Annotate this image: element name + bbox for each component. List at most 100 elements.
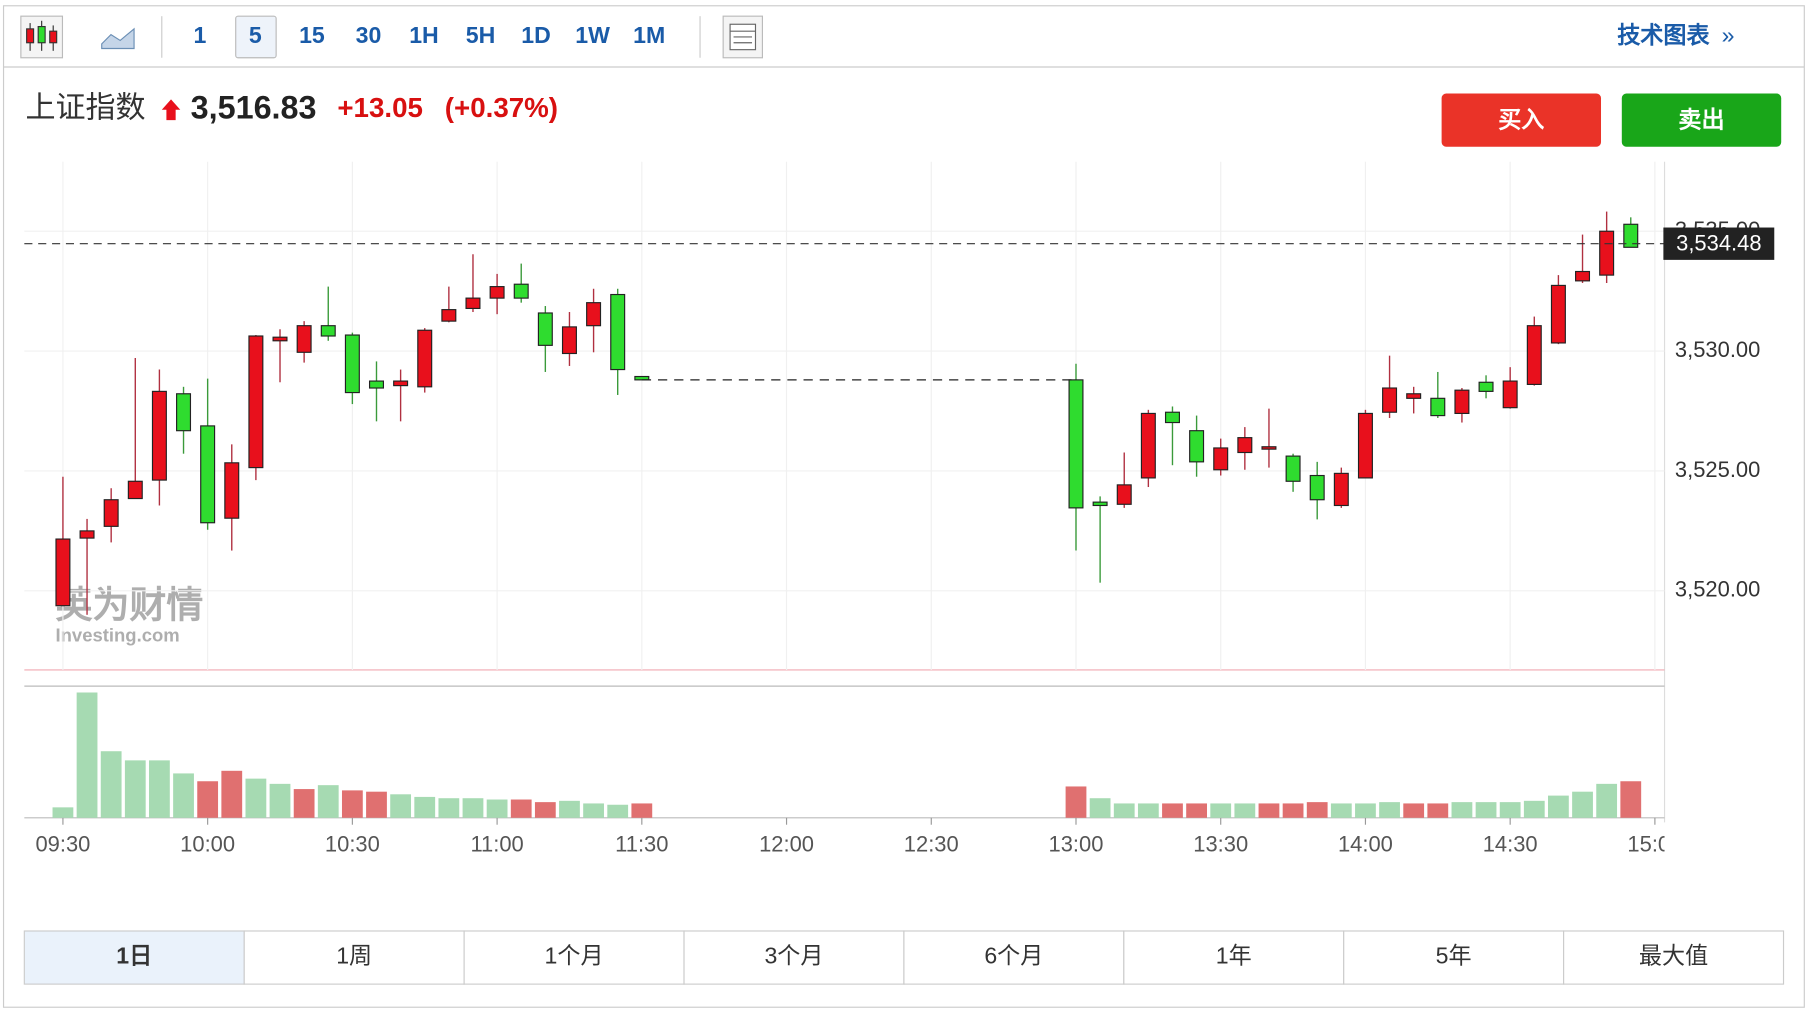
volume-bar: [269, 783, 291, 818]
volume-bar: [317, 785, 339, 818]
candle-body: [1164, 411, 1180, 424]
volume-bar: [1089, 798, 1111, 818]
tech-chart-link[interactable]: 技术图表: [1617, 22, 1710, 48]
candle-body: [1261, 446, 1277, 450]
candle-body: [1406, 393, 1422, 399]
volume-bar: [1451, 802, 1473, 818]
candle-body: [1382, 387, 1398, 413]
period-tab[interactable]: [1343, 930, 1565, 985]
volume-bar: [559, 800, 580, 818]
x-tick-label: 14:30: [1483, 831, 1538, 856]
candle-body: [1213, 447, 1229, 471]
layout-icon[interactable]: [722, 15, 764, 59]
candle-body: [344, 334, 360, 394]
candle-body: [127, 480, 143, 500]
candle-body: [1550, 284, 1566, 344]
buy-button[interactable]: [1441, 93, 1602, 147]
x-tick-label: 14:00: [1338, 831, 1393, 856]
candle-icon[interactable]: [20, 15, 64, 59]
chevron[interactable]: »: [1722, 22, 1735, 48]
period-label[interactable]: 3个月: [764, 943, 823, 969]
interval-button[interactable]: 1H: [409, 22, 439, 48]
interval-button[interactable]: 5H: [466, 22, 496, 48]
sell-label[interactable]: 卖出: [1678, 106, 1724, 132]
x-tick-label: 13:30: [1193, 831, 1248, 856]
period-label[interactable]: 1日: [116, 943, 152, 969]
y-tick-label: 3,525.00: [1675, 457, 1760, 482]
x-tick-label: 15:00: [1627, 831, 1682, 856]
volume-bar: [1499, 802, 1521, 818]
x-tick-label: 10:30: [325, 831, 380, 856]
period-tab[interactable]: [463, 930, 685, 985]
candle-body: [1575, 270, 1591, 282]
candle-body: [1092, 501, 1108, 507]
interval-button[interactable]: 15: [299, 22, 325, 48]
volume-bar: [1113, 803, 1135, 818]
candle-body: [248, 335, 264, 469]
x-tick-label: 11:30: [615, 831, 668, 856]
watermark-en: Investing.com: [56, 624, 180, 645]
candle-body: [1116, 484, 1132, 505]
period-label[interactable]: 1个月: [545, 943, 604, 969]
volume-bar: [1523, 800, 1545, 818]
volume-bar: [1234, 803, 1256, 818]
candle-body: [224, 462, 240, 519]
candle-body: [441, 309, 457, 322]
period-label[interactable]: 6个月: [984, 943, 1043, 969]
candle-body: [417, 329, 433, 388]
volume-bar: [414, 796, 436, 818]
x-tick-label: 11:00: [470, 831, 523, 856]
interval-button[interactable]: 1W: [575, 22, 610, 48]
volume-bar: [1258, 803, 1280, 818]
volume-bar: [173, 773, 194, 818]
candle-body: [1140, 412, 1156, 479]
candle-body: [200, 425, 216, 524]
candle-body: [103, 499, 119, 527]
interval-button[interactable]: 30: [356, 22, 382, 48]
volume-bar: [341, 790, 363, 818]
period-label[interactable]: 1周: [336, 943, 372, 969]
volume-bar: [1065, 786, 1087, 818]
volume-bar: [1330, 803, 1352, 818]
candle-body: [1502, 380, 1518, 409]
interval-button[interactable]: 5: [249, 22, 262, 48]
x-tick-label: 13:00: [1049, 831, 1104, 856]
volume-bar: [486, 799, 508, 818]
period-tab[interactable]: [23, 930, 245, 985]
volume-bar: [149, 760, 170, 818]
candle-body: [1189, 430, 1205, 463]
period-tab[interactable]: [903, 930, 1125, 985]
buy-label[interactable]: 买入: [1498, 106, 1544, 132]
candle-body: [1478, 381, 1494, 392]
candle-body: [1430, 397, 1446, 417]
candle-body: [272, 336, 288, 342]
period-label[interactable]: 1年: [1216, 943, 1252, 969]
interval-button[interactable]: 1: [193, 22, 206, 48]
period-label[interactable]: 最大值: [1639, 943, 1708, 969]
volume-bar: [1137, 803, 1159, 818]
period-label[interactable]: 5年: [1436, 943, 1472, 969]
period-tab[interactable]: [1563, 930, 1785, 985]
volume-bar: [534, 802, 556, 818]
volume-bar: [1427, 803, 1449, 818]
volume-bar: [438, 798, 460, 818]
volume-bar: [1210, 803, 1232, 818]
period-tab[interactable]: [1123, 930, 1345, 985]
interval-button[interactable]: 1D: [521, 22, 551, 48]
volume-bar: [1572, 791, 1593, 818]
line-icon[interactable]: [101, 27, 135, 50]
candle-body: [1357, 412, 1373, 479]
volume-bar: [1596, 783, 1618, 818]
frame: [2, 5, 1805, 1008]
volume-bar: [1162, 803, 1183, 818]
interval-button[interactable]: 1M: [633, 22, 665, 48]
volume-bar: [462, 798, 484, 818]
volume-bar: [583, 803, 604, 818]
volume-bar: [1379, 802, 1400, 818]
candle-body: [586, 302, 602, 327]
candle-body: [610, 293, 626, 371]
x-tick-label: 10:00: [180, 831, 235, 856]
y-tick-label: 3,520.00: [1675, 577, 1760, 602]
sell-button[interactable]: [1621, 93, 1782, 147]
